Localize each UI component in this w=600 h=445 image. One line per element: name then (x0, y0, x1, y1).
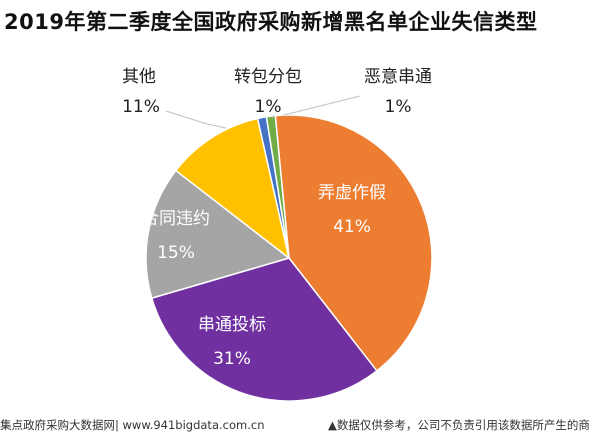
slice-value-4: 11% (122, 97, 160, 117)
leader-line-5 (271, 114, 275, 119)
footer: 集点政府采购大数据网| www.941bigdata.com.cn ▲数据仅供参… (0, 414, 600, 436)
slice-value-1: 41% (333, 217, 371, 237)
source-text: 集点政府采购大数据网| www.941bigdata.com.cn (0, 418, 265, 432)
slice-label-5: 转包分包 (234, 67, 302, 87)
slice-label-3: 合同违约 (142, 209, 210, 229)
chart-title: 2019年第二季度全国政府采购新增黑名单企业失信类型 (4, 10, 538, 34)
slice-label-2: 串通投标 (198, 315, 266, 335)
pie-slices (145, 114, 433, 402)
pie-slice-4 (174, 117, 291, 260)
disclaimer-text: ▲数据仅供参考，公司不负责引用该数据所产生的商 (328, 418, 590, 432)
pie-slice-2 (150, 257, 378, 402)
slice-value-3: 15% (157, 243, 195, 263)
pie-slice-1 (274, 114, 433, 372)
slice-label-6: 恶意串通 (364, 67, 432, 87)
slice-label-4: 其他 (122, 67, 156, 87)
slice-label-1: 弄虚作假 (318, 183, 386, 203)
pie-labels: 弄虚作假 41% 串通投标 31% 合同违约 15% 其他 11% 转包分包 1% 恶意串通 1% (122, 67, 432, 369)
slice-value-5: 1% (255, 97, 282, 117)
pie-slice-3 (145, 169, 291, 300)
pie-slice-6 (265, 114, 290, 259)
leader-line-4 (165, 110, 227, 129)
leader-line-6 (283, 95, 361, 116)
slice-value-2: 31% (213, 349, 251, 369)
slice-value-6: 1% (385, 97, 412, 117)
